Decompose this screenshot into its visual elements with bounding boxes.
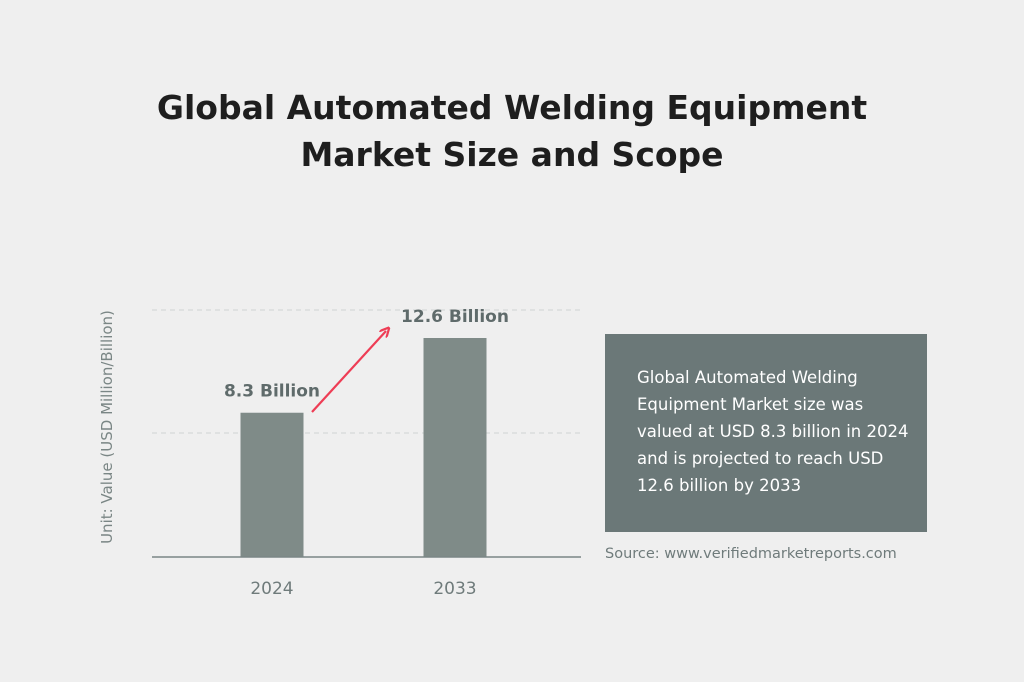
data-label-2033: 12.6 Billion xyxy=(401,307,509,327)
source-text: Source: www.verifiedmarketreports.com xyxy=(605,546,897,562)
growth-arrow xyxy=(311,331,386,413)
chart-title: Global Automated Welding Equipment Marke… xyxy=(0,84,1024,178)
x-tick-label-2024: 2024 xyxy=(250,579,293,599)
chart-title-line2: Market Size and Scope xyxy=(300,135,724,174)
summary-box: Global Automated Welding Equipment Marke… xyxy=(605,334,927,532)
data-label-2024: 8.3 Billion xyxy=(224,382,320,402)
bar-2033 xyxy=(423,338,487,557)
bar-2024 xyxy=(240,412,304,557)
chart-title-line1: Global Automated Welding Equipment xyxy=(156,88,868,127)
y-axis-label: Unit: Value (USD Million/Billion) xyxy=(98,310,116,544)
summary-text: Global Automated Welding Equipment Marke… xyxy=(637,368,909,495)
x-tick-label-2033: 2033 xyxy=(433,579,476,599)
